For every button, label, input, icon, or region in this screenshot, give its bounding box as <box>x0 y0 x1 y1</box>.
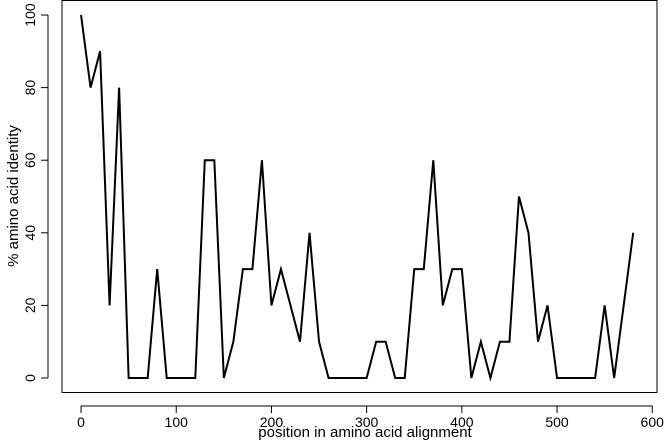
y-tick-label: 0 <box>22 374 38 382</box>
x-tick-label: 400 <box>450 414 474 430</box>
plot-frame <box>61 0 658 393</box>
x-axis: 0 100 200 300 400 500 600 <box>77 405 665 430</box>
y-tick-label: 100 <box>22 3 38 27</box>
x-tick-label: 600 <box>641 414 665 430</box>
y-tick-label: 40 <box>22 225 38 241</box>
y-tick-label: 80 <box>22 80 38 96</box>
x-tick-label: 500 <box>545 414 569 430</box>
y-tick-label: 20 <box>22 297 38 313</box>
x-tick-label: 100 <box>165 414 189 430</box>
identity-line <box>80 14 635 382</box>
x-tick-label: 0 <box>77 414 85 430</box>
x-axis-label: position in amino acid alignment <box>258 424 472 441</box>
x-tick-label: 200 <box>260 414 284 430</box>
y-axis-label: % amino acid identity <box>5 125 22 267</box>
y-tick-label: 60 <box>22 152 38 168</box>
y-axis: 0 20 40 60 80 100 <box>22 3 49 382</box>
x-tick-label: 300 <box>355 414 379 430</box>
